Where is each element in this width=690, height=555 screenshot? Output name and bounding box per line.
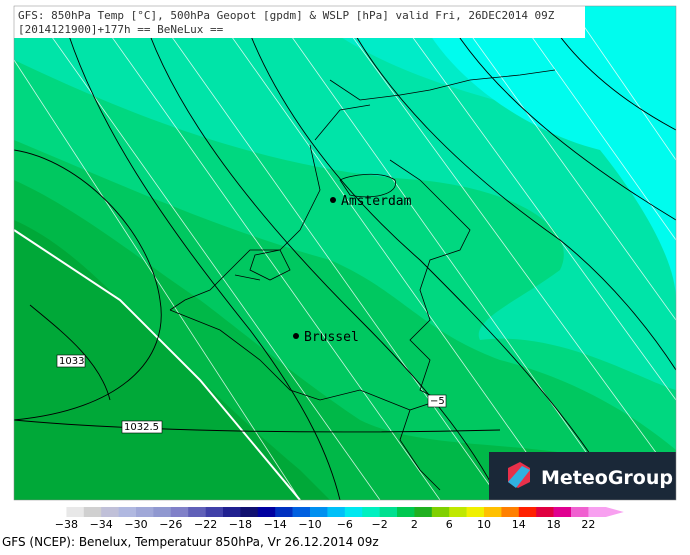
city-label: Brussel bbox=[304, 330, 359, 345]
color-swatch bbox=[327, 507, 346, 517]
header-line: GFS: 850hPa Temp [°C], 500hPa Geopot [gp… bbox=[18, 9, 555, 22]
color-swatch bbox=[397, 507, 415, 517]
color-swatch bbox=[553, 507, 572, 517]
color-swatch bbox=[83, 507, 102, 517]
color-swatch bbox=[136, 507, 154, 517]
color-swatch bbox=[49, 507, 67, 517]
color-swatch bbox=[466, 507, 485, 517]
scale-arrow bbox=[605, 507, 624, 517]
scale-label: −14 bbox=[264, 518, 287, 531]
color-swatch bbox=[223, 507, 241, 517]
color-swatch bbox=[292, 507, 311, 517]
color-swatch bbox=[170, 507, 189, 517]
color-swatch bbox=[571, 507, 589, 517]
scale-label: −10 bbox=[298, 518, 321, 531]
color-swatch bbox=[118, 507, 137, 517]
scale-label: −38 bbox=[55, 518, 78, 531]
scale-label: 14 bbox=[512, 518, 526, 531]
isobar-label: 1033 bbox=[59, 356, 84, 367]
city-label: Amsterdam bbox=[341, 194, 412, 209]
color-swatch bbox=[153, 507, 172, 517]
color-swatch bbox=[310, 507, 328, 517]
scale-label: 6 bbox=[446, 518, 453, 531]
color-swatch bbox=[344, 507, 363, 517]
footer: GFS (NCEP): Benelux, Temperatuur 850hPa,… bbox=[2, 535, 379, 549]
map: Amsterdam Brussel 1033 1032.5 −5 GFS: 85… bbox=[14, 6, 676, 500]
color-swatch bbox=[66, 507, 85, 517]
color-swatch bbox=[257, 507, 276, 517]
color-swatch bbox=[414, 507, 433, 517]
scale-label: 18 bbox=[547, 518, 561, 531]
color-swatch bbox=[205, 507, 224, 517]
color-swatch bbox=[188, 507, 206, 517]
color-swatch bbox=[275, 507, 293, 517]
contour-label: −5 bbox=[430, 396, 445, 407]
scale-label: −6 bbox=[337, 518, 353, 531]
scale-label: −2 bbox=[371, 518, 387, 531]
scale-label: −34 bbox=[90, 518, 113, 531]
logo-text: MeteoGroup bbox=[541, 467, 673, 489]
scale-label: 10 bbox=[477, 518, 491, 531]
color-swatch bbox=[536, 507, 554, 517]
color-swatch bbox=[240, 507, 259, 517]
color-swatch bbox=[362, 507, 380, 517]
scale-label: −22 bbox=[194, 518, 217, 531]
isobar-label: 1032.5 bbox=[124, 422, 159, 433]
color-swatch bbox=[379, 507, 398, 517]
scale-label: 22 bbox=[581, 518, 595, 531]
header-line: [2014121900]+177h == BeNeLux == bbox=[18, 23, 224, 36]
scale-label: −18 bbox=[229, 518, 252, 531]
color-swatch bbox=[518, 507, 537, 517]
color-swatch bbox=[431, 507, 450, 517]
color-swatch bbox=[588, 507, 607, 517]
color-swatch bbox=[101, 507, 119, 517]
scale-label: −26 bbox=[159, 518, 182, 531]
scale-label: 2 bbox=[411, 518, 418, 531]
scale-label: −30 bbox=[124, 518, 147, 531]
color-scale: −38 −34 −30 −26 −22 −18 −14 −10 −6 −2 2 6 10 14 18 22 bbox=[49, 507, 624, 531]
color-swatch bbox=[449, 507, 467, 517]
color-swatch bbox=[484, 507, 502, 517]
color-swatch bbox=[501, 507, 520, 517]
